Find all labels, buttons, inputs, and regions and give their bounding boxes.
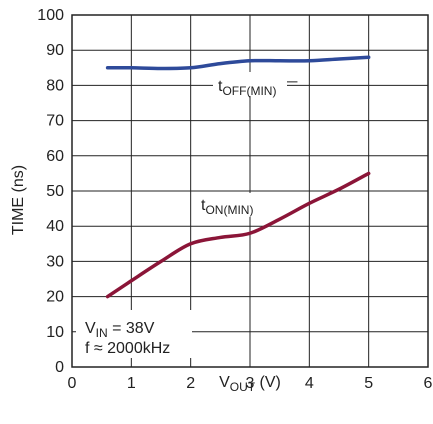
plot-border [71,14,429,368]
x-axis-title-sub: OUT [230,380,256,394]
y-tick-label: 20 [46,289,64,306]
y-tick-label: 80 [46,77,64,94]
y-tick-label: 40 [46,218,64,235]
x-tick-label: 3 [246,375,255,392]
y-tick-label: 70 [46,113,64,130]
series-line-ton [105,171,371,299]
x-tick-label: 0 [68,375,77,392]
tick-labels: 0 10 20 30 40 50 60 70 80 90 100 0 1 2 3 4 5 6 [37,7,432,392]
condition-vin-sub: IN [96,326,108,340]
y-tick-label: 0 [55,359,64,376]
x-tick-label: 2 [186,375,195,392]
condition-vin-main: V [85,320,96,337]
series-label-toff: tOFF(MIN) [213,72,287,98]
series-label-ton: tON(MIN) [197,193,269,217]
plot-frame [71,14,429,368]
x-tick-label: 1 [127,375,136,392]
toff-label-main: t [218,78,223,95]
y-tick-label: 50 [46,183,64,200]
x-tick-label: 6 [424,375,433,392]
y-axis-title: TIME (ns) [10,165,27,235]
condition-vin-suffix: = 38V [108,320,155,337]
series-lines [105,55,371,299]
x-tick-label: 5 [364,375,373,392]
x-axis-title-suffix: (V) [255,374,281,391]
y-tick-label: 10 [46,324,64,341]
condition-line-1: VIN = 38V [85,320,155,340]
y-tick-label: 60 [46,148,64,165]
svg-text:tON(MIN): tON(MIN) [201,197,253,217]
x-axis-title: VOUT (V) [219,374,281,394]
ton-label-sub: ON(MIN) [205,203,253,217]
ton-label-main: t [201,197,206,214]
y-tick-label: 100 [37,7,64,24]
condition-annotation: VIN = 38V f ≈ 2000kHz [76,310,192,358]
condition-line-2: f ≈ 2000kHz [85,340,170,357]
x-axis-title-main: V [219,374,230,391]
y-tick-label: 90 [46,42,64,59]
toff-label-sub: OFF(MIN) [222,84,276,98]
x-tick-label: 4 [305,375,314,392]
series-line-toff [105,55,371,71]
y-tick-label: 30 [46,253,64,270]
svg-text:tOFF(MIN): tOFF(MIN) [218,78,276,98]
